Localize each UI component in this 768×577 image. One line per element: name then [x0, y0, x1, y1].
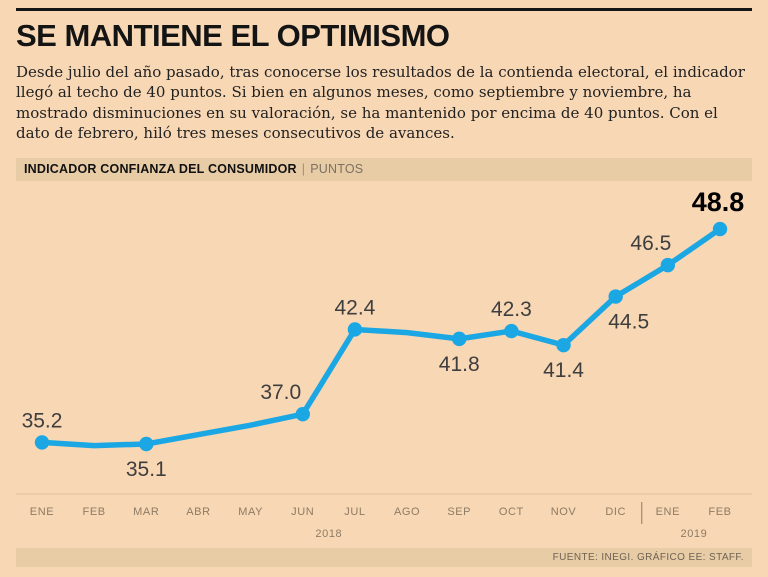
data-point-marker [504, 323, 519, 338]
data-point-marker [712, 221, 728, 236]
data-point-marker [556, 337, 571, 352]
x-axis-label: OCT [499, 506, 524, 518]
data-point-label: 35.1 [126, 458, 167, 481]
page-title: SE MANTIENE EL OPTIMISMO [16, 18, 450, 53]
x-axis-label: JUN [291, 506, 314, 518]
x-axis-label: FEB [83, 506, 106, 518]
data-point-marker [34, 434, 50, 450]
top-rule [16, 8, 752, 11]
data-point-marker [347, 321, 363, 337]
x-axis-label: AGO [394, 506, 420, 518]
data-point-label: 48.8 [692, 187, 745, 217]
data-point-label: 44.5 [608, 310, 649, 333]
x-axis-label: ENE [656, 506, 680, 518]
data-point-label: 35.2 [22, 409, 63, 432]
chart-canvas: 35.2 35.1 37.0 42.4 41.8 42.3 41.4 44.5 46.5 48.8… [16, 187, 752, 540]
line-chart: 35.2 35.1 37.0 42.4 41.8 42.3 41.4 44.5 46.5 48.8… [16, 184, 752, 544]
x-axis-label: NOV [551, 506, 577, 518]
data-point-marker [295, 406, 310, 421]
x-axis-label: DIC [605, 506, 626, 518]
year-label: 2018 [315, 528, 342, 540]
chart-header-bar: INDICADOR CONFIANZA DEL CONSUMIDOR | PUNTO… [16, 157, 752, 181]
source-bar: FUENTE: INEGI. GRÁFICO EE: STAFF. [16, 547, 752, 567]
chart-header-separator: | [301, 161, 306, 176]
x-axis-label: MAR [133, 506, 159, 518]
data-point-marker [452, 331, 467, 346]
x-axis-label: FEB [708, 506, 731, 518]
data-point-label: 42.4 [334, 296, 375, 319]
trend-line [39, 225, 723, 448]
data-point-marker [660, 257, 676, 272]
data-point-label: 37.0 [260, 381, 301, 404]
data-point-label: 42.3 [491, 298, 532, 321]
data-point-label: 46.5 [630, 232, 671, 255]
x-axis-label: SEP [447, 506, 471, 518]
x-axis-label: JUL [344, 506, 365, 518]
data-point-label: 41.8 [439, 352, 480, 375]
x-axis-label: ABR [186, 506, 210, 518]
chart-header-units: PUNTOS [310, 161, 364, 176]
year-label: 2019 [680, 528, 707, 540]
data-point-marker [139, 436, 154, 451]
chart-header-label: INDICADOR CONFIANZA DEL CONSUMIDOR [24, 161, 297, 176]
source-text: FUENTE: INEGI. GRÁFICO EE: STAFF. [552, 551, 744, 563]
description-text: Desde julio del año pasado, tras conocer… [16, 63, 745, 143]
x-axis-label: ENE [30, 506, 54, 518]
data-point-label: 41.4 [543, 359, 584, 382]
x-axis-label: MAY [238, 506, 263, 518]
data-point-marker [608, 288, 623, 304]
